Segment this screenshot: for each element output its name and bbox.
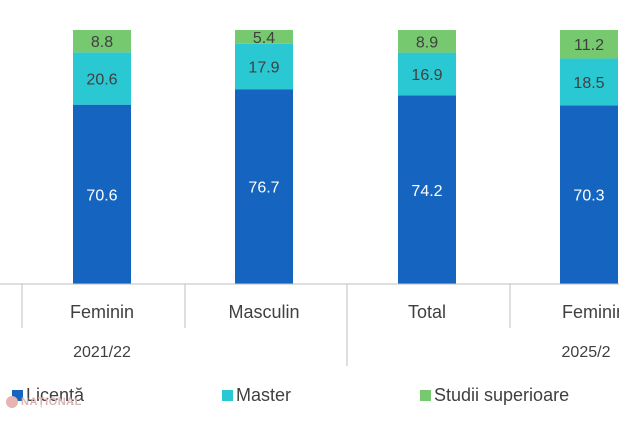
watermark-logo: NAȚIONAL <box>6 396 82 408</box>
data-label-3-3: 8.9 <box>416 34 438 51</box>
x-tick-label-2: Masculin <box>228 302 299 322</box>
legend-swatch-master <box>222 390 233 401</box>
x-tick-label-4: Feminin <box>562 302 619 322</box>
watermark-icon <box>6 396 18 408</box>
data-label-2-2: 17.9 <box>248 59 279 76</box>
legend-swatch-studii-superioare <box>420 390 431 401</box>
data-label-3-1: 8.8 <box>91 34 113 51</box>
data-label-1-2: 76.7 <box>248 180 279 197</box>
data-label-2-1: 20.6 <box>86 72 117 89</box>
watermark-text: NAȚIONAL <box>21 396 82 408</box>
group-label-2: 2025/2 <box>562 344 611 361</box>
legend-label-master: Master <box>236 385 291 406</box>
data-label-1-4: 70.3 <box>573 188 604 205</box>
legend-label-studii-superioare: Studii superioare <box>434 385 569 406</box>
data-label-2-3: 16.9 <box>411 67 442 84</box>
data-label-3-4: 11.2 <box>574 37 604 54</box>
data-label-1-1: 70.6 <box>86 187 117 204</box>
x-tick-label-1: Feminin <box>70 302 134 322</box>
legend-item-master: Master <box>222 380 291 410</box>
data-label-2-4: 18.5 <box>573 75 604 92</box>
group-label-1: 2021/22 <box>73 344 131 361</box>
data-label-1-3: 74.2 <box>411 183 442 200</box>
data-label-3-2: 5.4 <box>253 30 275 47</box>
legend-item-studii-superioare: Studii superioare <box>420 380 569 410</box>
x-tick-label-3: Total <box>408 302 446 322</box>
